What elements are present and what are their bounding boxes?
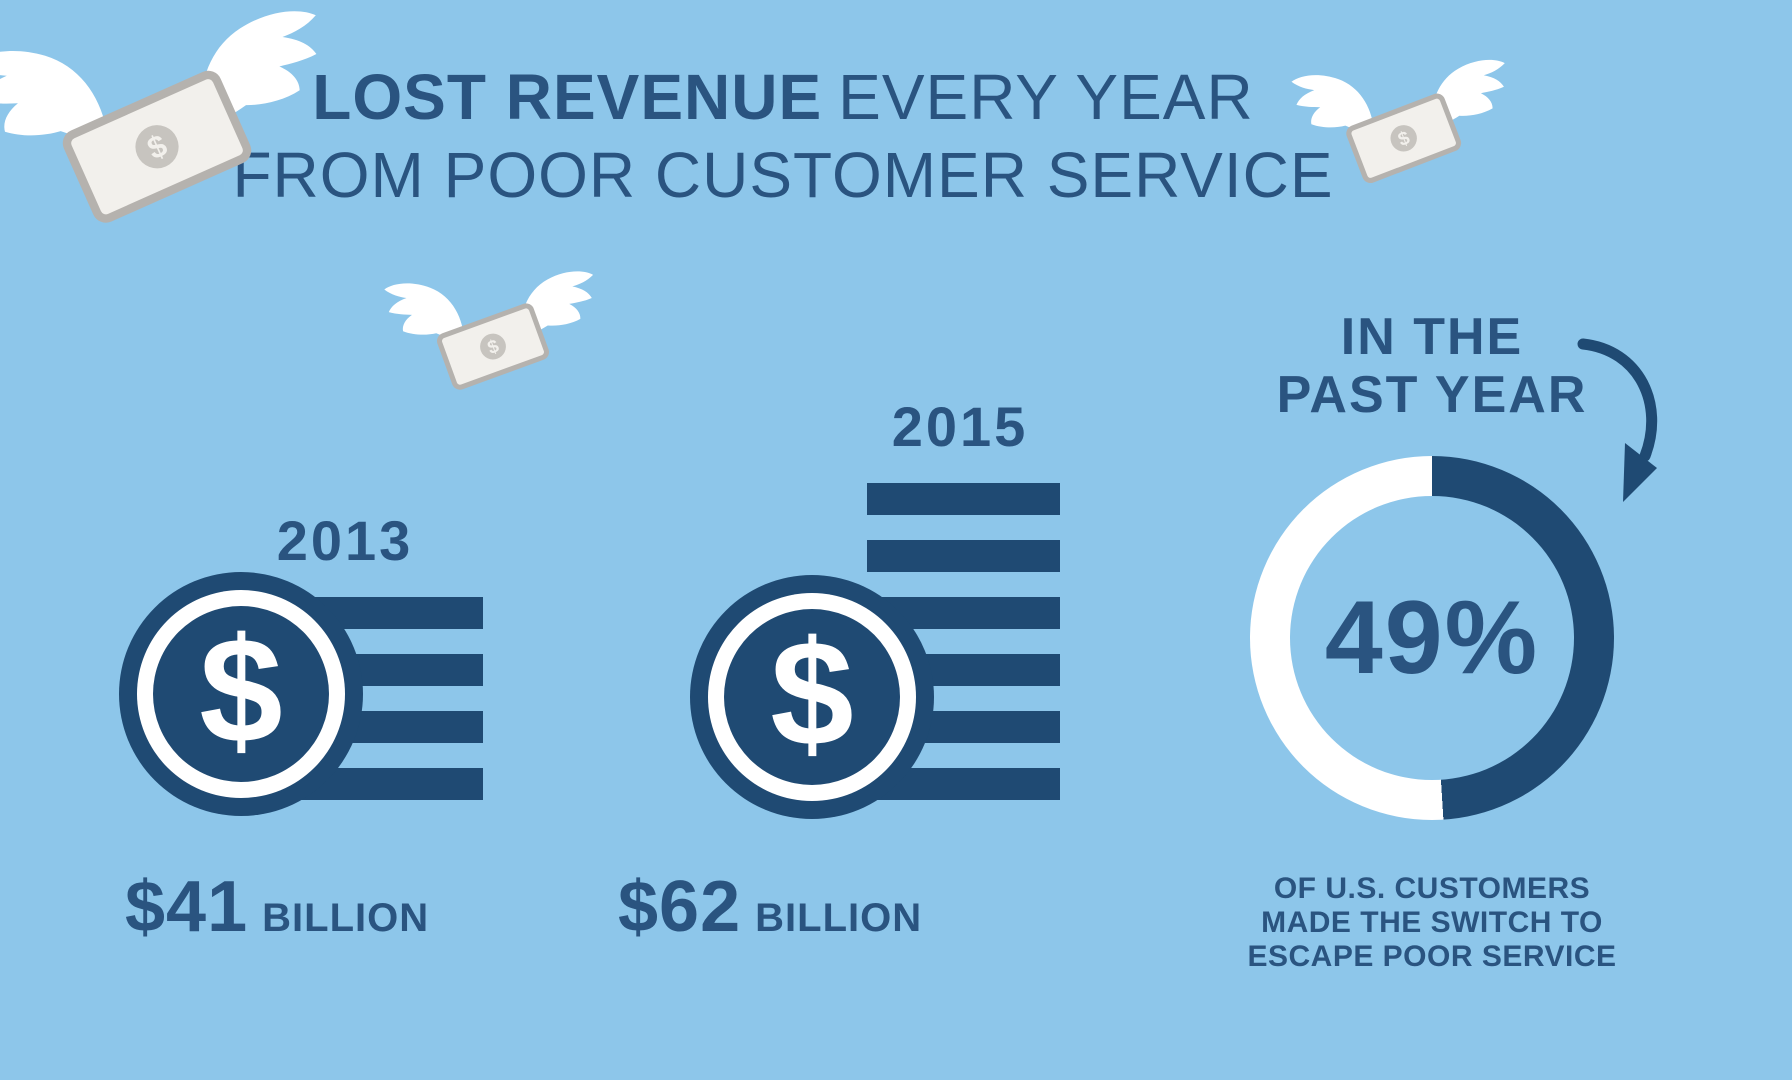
- money-stack-bar: [867, 540, 1060, 572]
- donut-caption-line1: OF U.S. CUSTOMERS: [1273, 872, 1591, 905]
- donut-heading-line1: IN THE: [1340, 308, 1524, 366]
- coin-ring: $: [708, 593, 916, 801]
- amount-2015: $62 BILLION: [618, 866, 922, 948]
- amount-2015-value: $62: [618, 867, 742, 947]
- donut-heading: IN THE PAST YEAR: [1230, 308, 1634, 424]
- flying-money-icon: $: [1291, 59, 1505, 184]
- amount-2013-value: $41: [125, 867, 249, 947]
- wing-right-icon: [520, 271, 594, 339]
- donut-caption-line3: ESCAPE POOR SERVICE: [1247, 940, 1617, 973]
- donut-caption-line2: MADE THE SWITCH TO: [1261, 906, 1603, 939]
- coin-dollar-glyph: $: [770, 609, 854, 777]
- amount-2013-unit: BILLION: [262, 896, 430, 940]
- dollar-bill-icon: $: [1346, 93, 1462, 184]
- page-title: LOST REVENUE EVERY YEAR FROM POOR CUSTOME…: [0, 58, 1566, 214]
- wing-left-icon: [384, 283, 465, 343]
- title-line1-bold: LOST REVENUE: [312, 61, 823, 133]
- dollar-coin-icon-2015: $: [690, 575, 934, 819]
- curved-arrow-icon: [1577, 338, 1658, 502]
- title-line1: LOST REVENUE EVERY YEAR: [0, 58, 1566, 136]
- dollar-coin-icon-2013: $: [119, 572, 363, 816]
- wing-left-icon: [0, 51, 109, 144]
- year-label-2015: 2015: [891, 395, 1029, 458]
- dollar-bill-icon: $: [437, 303, 550, 390]
- donut-percent-label: 49%: [1324, 579, 1540, 696]
- title-line1-regular: EVERY YEAR: [838, 61, 1254, 133]
- donut-heading-line2: PAST YEAR: [1276, 366, 1588, 424]
- amount-2015-unit: BILLION: [755, 896, 923, 940]
- wing-left-icon: [1291, 75, 1375, 135]
- flying-money-icon: $: [0, 11, 317, 223]
- wing-right-icon: [1431, 59, 1505, 130]
- donut-caption: OF U.S. CUSTOMERS MADE THE SWITCH TO ESC…: [1230, 872, 1634, 974]
- money-stack-bar: [867, 483, 1060, 515]
- coin-dollar-glyph: $: [199, 606, 283, 774]
- flying-money-icon: $: [384, 271, 594, 390]
- coin-ring: $: [137, 590, 345, 798]
- dollar-bill-icon: $: [62, 70, 252, 223]
- donut-chart: 49%: [1250, 456, 1614, 820]
- donut-hole: [1290, 496, 1574, 780]
- year-label-2013: 2013: [276, 509, 414, 572]
- amount-2013: $41 BILLION: [125, 866, 429, 948]
- coin-core: $: [153, 606, 329, 782]
- coin-core: $: [724, 609, 900, 785]
- title-line2: FROM POOR CUSTOMER SERVICE: [232, 139, 1334, 211]
